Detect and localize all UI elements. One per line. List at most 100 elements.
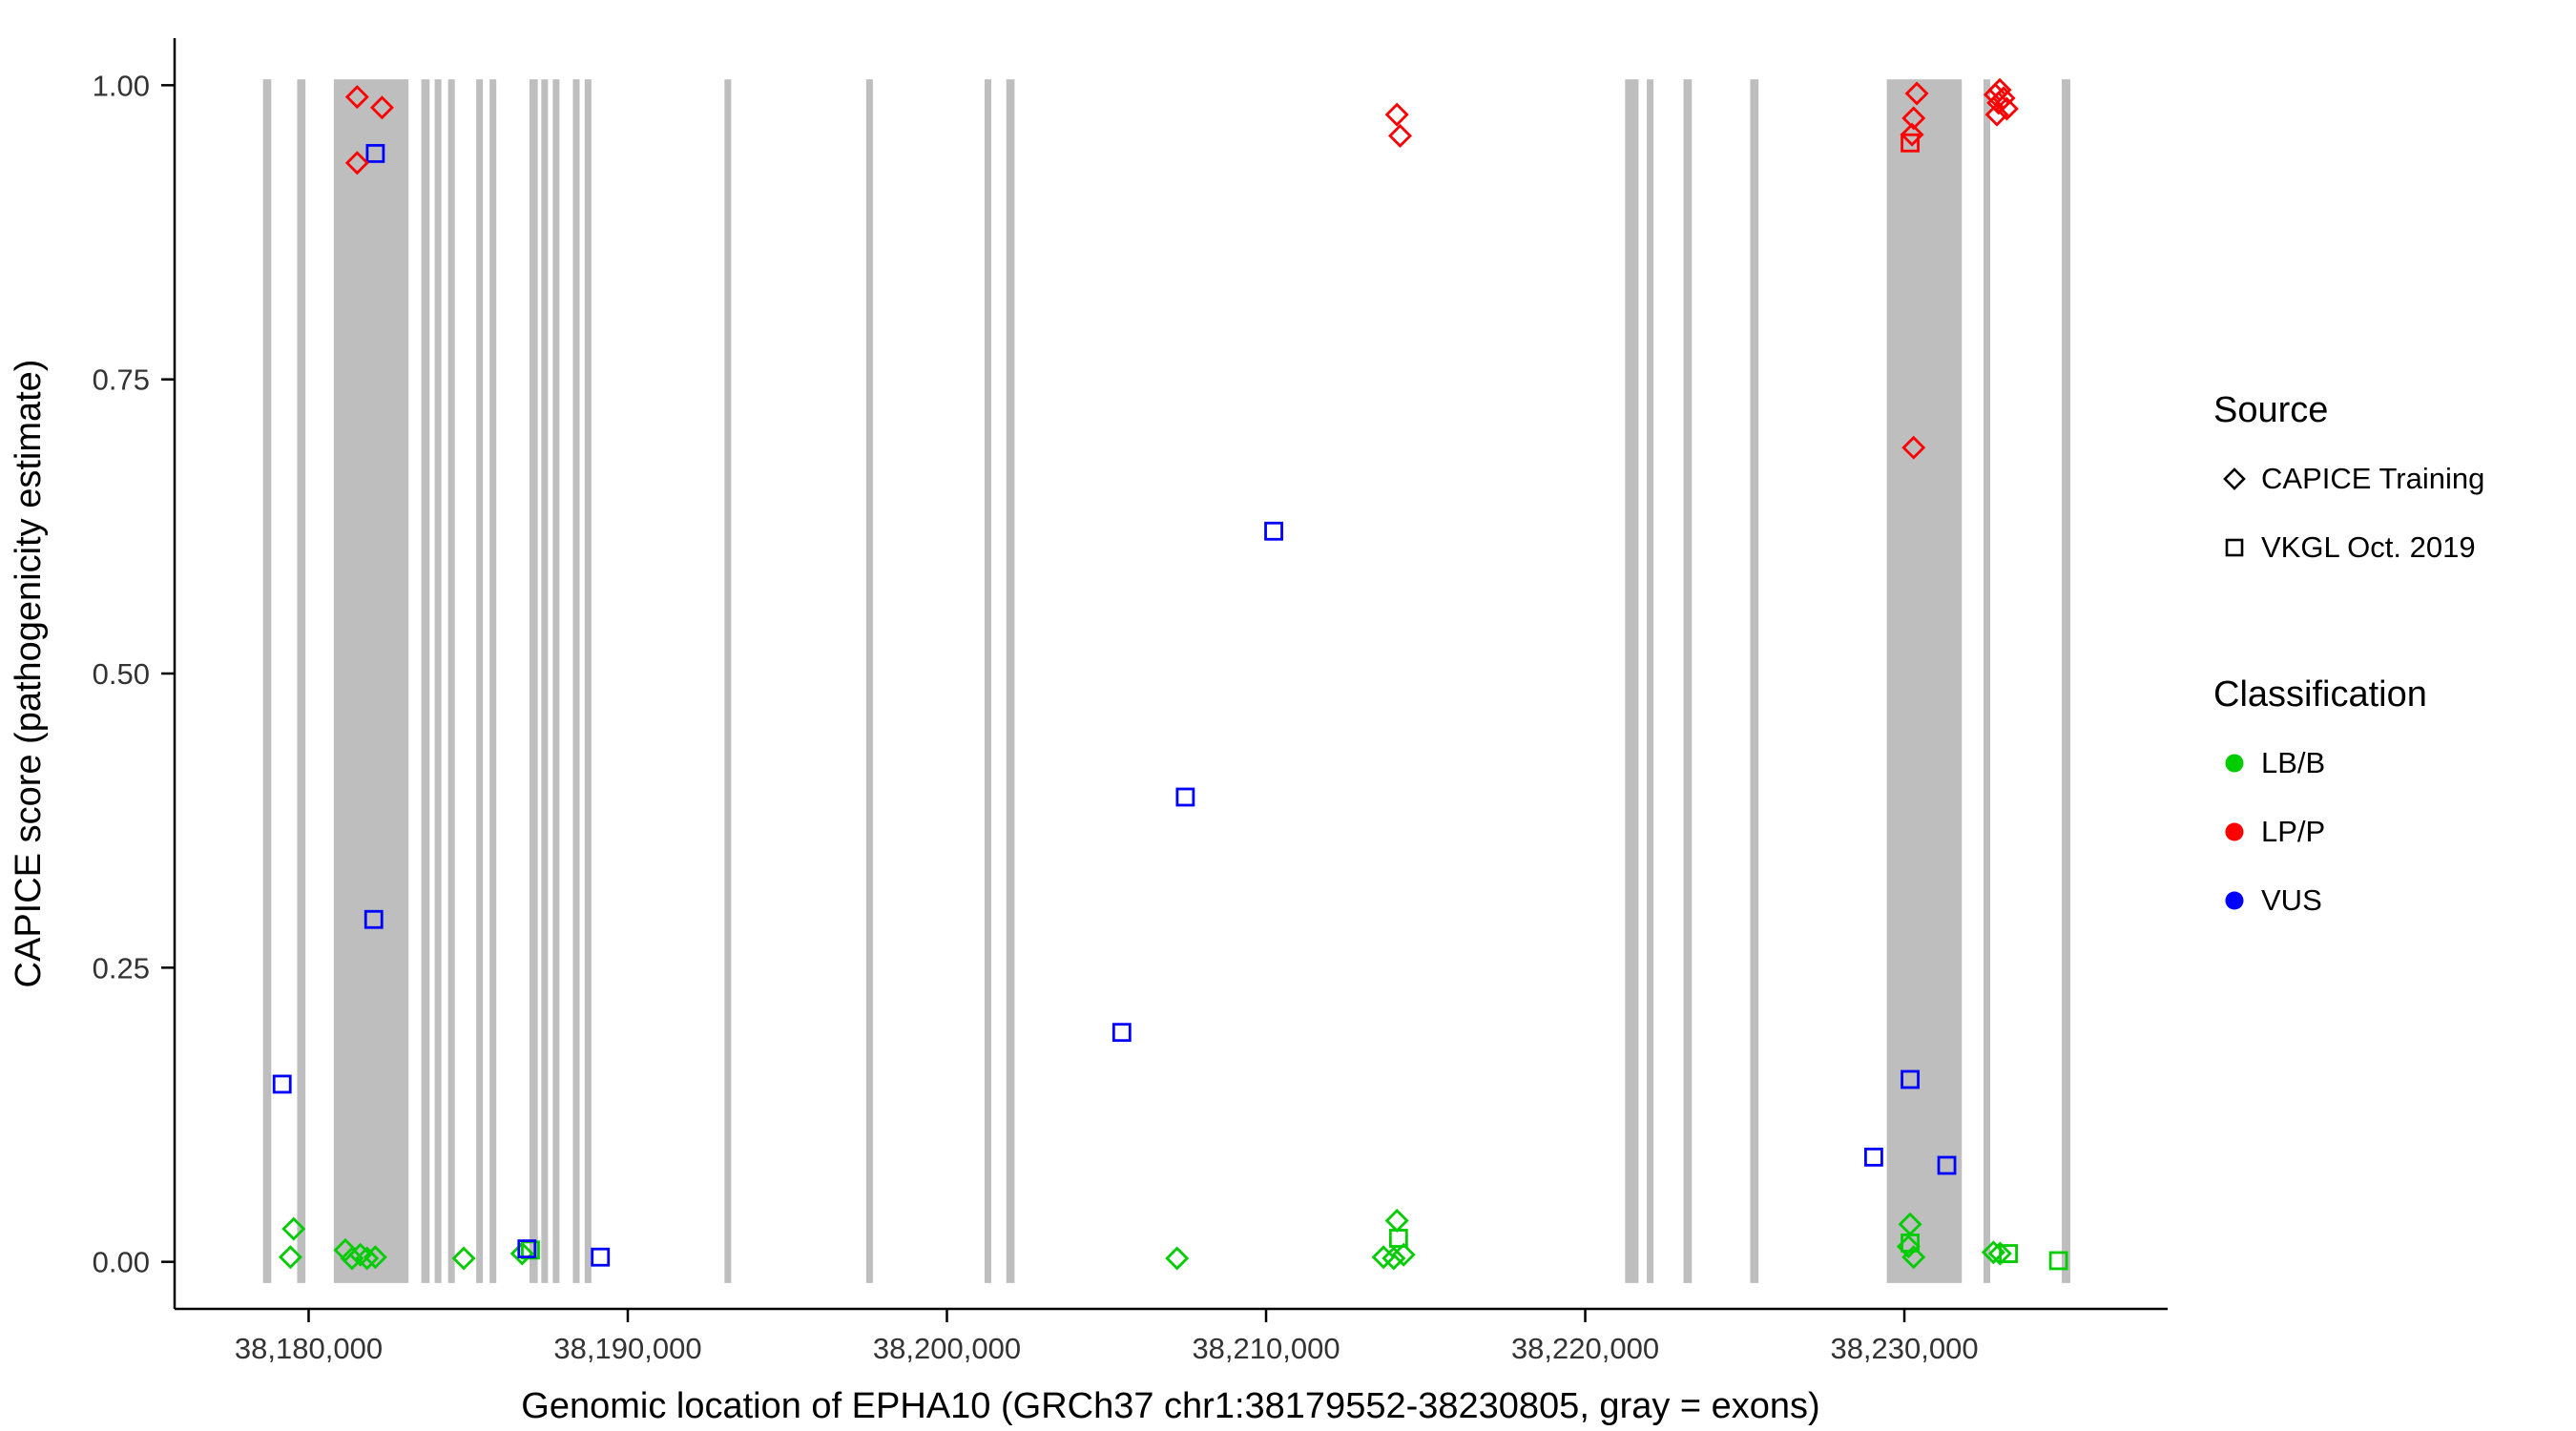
data-point-diamond xyxy=(1381,1246,1406,1271)
exon-bar xyxy=(541,79,549,1283)
legend-label-vus: VUS xyxy=(2261,883,2322,917)
lbb-circle-icon xyxy=(2213,742,2255,784)
exon-bar xyxy=(1006,79,1015,1283)
data-point-diamond xyxy=(363,1245,387,1270)
exon-bar xyxy=(1647,79,1654,1283)
legend-item-lbb: LB/B xyxy=(2213,729,2484,798)
data-point-square xyxy=(272,1074,292,1094)
y-tick-label: 0.75 xyxy=(93,363,150,397)
exon-bar xyxy=(434,79,442,1283)
exon-bar xyxy=(1750,79,1759,1283)
exon-bar xyxy=(529,79,538,1283)
exon-bar xyxy=(552,79,560,1283)
x-tick-label: 38,190,000 xyxy=(553,1332,701,1365)
data-points xyxy=(272,77,2068,1271)
legend-label-lpp: LP/P xyxy=(2261,815,2326,848)
data-point-diamond xyxy=(509,1241,534,1266)
exon-bar xyxy=(1983,79,1991,1283)
data-point-diamond xyxy=(1391,1242,1416,1267)
x-tick-label: 38,210,000 xyxy=(1192,1332,1340,1365)
data-point-square xyxy=(364,909,384,929)
exon-bar xyxy=(1886,79,1963,1283)
x-tick-label: 38,200,000 xyxy=(873,1332,1021,1365)
data-point-square xyxy=(1937,1155,1957,1175)
data-point-square xyxy=(1264,521,1283,541)
legend-item-vus: VUS xyxy=(2213,866,2484,935)
data-point-square xyxy=(1901,1069,1920,1089)
data-point-square xyxy=(1999,1244,2018,1263)
exon-bars xyxy=(262,79,2070,1283)
exon-bar xyxy=(1625,79,1639,1283)
legend-group-classification: Classification LB/B LP/P xyxy=(2213,674,2484,935)
data-point-diamond xyxy=(1901,1245,1926,1270)
legend-label-capice-training: CAPICE Training xyxy=(2261,462,2485,495)
y-tick-label: 1.00 xyxy=(93,69,150,102)
data-point-square xyxy=(1901,1234,1920,1253)
data-point-diamond xyxy=(344,85,369,110)
data-point-diamond xyxy=(1900,122,1924,147)
exon-bar xyxy=(489,79,497,1283)
exon-bar xyxy=(262,79,272,1283)
data-point-square xyxy=(1388,1229,1408,1248)
legend-label-lbb: LB/B xyxy=(2261,746,2326,779)
x-axis-title: Genomic location of EPHA10 (GRCh37 chr1:… xyxy=(521,1386,1819,1426)
exon-bar xyxy=(984,79,992,1283)
data-point-square xyxy=(1175,787,1195,807)
x-tick-label: 38,230,000 xyxy=(1830,1332,1978,1365)
data-point-diamond xyxy=(355,1246,380,1271)
exon-bar xyxy=(584,79,592,1283)
y-tick-label: 0.25 xyxy=(93,951,150,985)
x-tick-label: 38,220,000 xyxy=(1511,1332,1659,1365)
data-point-diamond xyxy=(1901,106,1926,131)
data-point-diamond xyxy=(1388,123,1412,148)
data-point-diamond xyxy=(344,151,369,176)
legend-label-vkgl: VKGL Oct. 2019 xyxy=(2261,530,2476,564)
exon-bar xyxy=(724,79,732,1283)
data-point-diamond xyxy=(1994,96,2019,121)
data-point-diamond xyxy=(281,1216,306,1241)
vus-circle-icon xyxy=(2213,880,2255,922)
data-point-diamond xyxy=(1987,1241,2012,1266)
data-point-diamond xyxy=(348,1242,373,1267)
x-tick-label: 38,180,000 xyxy=(235,1332,383,1365)
data-point-square xyxy=(365,143,385,163)
data-point-square xyxy=(591,1247,611,1267)
data-point-square xyxy=(1864,1148,1883,1167)
lpp-circle-icon xyxy=(2213,811,2255,853)
exon-bar xyxy=(447,79,455,1283)
exon-bar xyxy=(421,79,430,1283)
legend-title-source: Source xyxy=(2213,390,2329,430)
data-point-diamond xyxy=(1901,435,1926,460)
data-point-diamond xyxy=(451,1246,476,1271)
legend-item-capice-training: CAPICE Training xyxy=(2213,445,2484,513)
legend-item-vkgl: VKGL Oct. 2019 xyxy=(2213,513,2484,582)
data-point-square xyxy=(2048,1251,2068,1271)
legend: Source CAPICE Training VKGL Oct. 2019 xyxy=(2213,389,2484,935)
data-point-diamond xyxy=(1384,102,1409,127)
exon-bar xyxy=(297,79,306,1283)
exon-bar xyxy=(572,79,580,1283)
exon-bar xyxy=(1683,79,1693,1283)
diamond-marker-icon xyxy=(2213,458,2255,500)
exon-bar xyxy=(2061,79,2070,1283)
data-point-diamond xyxy=(1984,102,2009,127)
data-point-diamond xyxy=(1371,1245,1396,1270)
exon-bar xyxy=(865,79,873,1283)
axes: 38,180,000 38,190,000 38,200,000 38,210,000… xyxy=(93,38,2168,1365)
y-tick-label: 0.00 xyxy=(93,1246,150,1279)
data-point-diamond xyxy=(369,95,394,120)
data-point-square xyxy=(1111,1023,1132,1043)
data-point-diamond xyxy=(1384,1209,1409,1233)
legend-group-source: Source CAPICE Training VKGL Oct. 2019 xyxy=(2213,389,2484,582)
exon-bar xyxy=(476,79,484,1283)
exon-bar xyxy=(333,79,409,1283)
legend-title-classification: Classification xyxy=(2213,674,2427,715)
data-point-square xyxy=(517,1239,537,1258)
square-marker-icon xyxy=(2213,527,2255,569)
y-axis-title: CAPICE score (pathogenicity estimate) xyxy=(9,360,49,988)
data-point-diamond xyxy=(1165,1246,1190,1271)
data-point-diamond xyxy=(278,1245,302,1270)
data-point-square xyxy=(1901,133,1920,153)
